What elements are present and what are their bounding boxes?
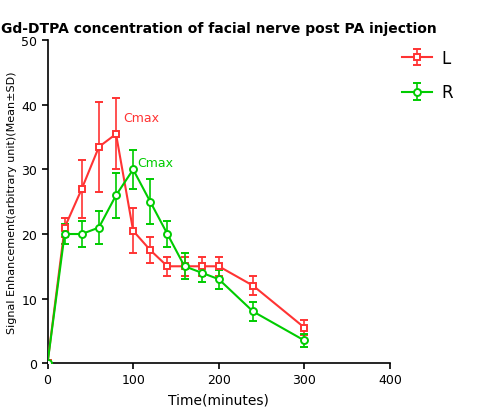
Legend: L, R: L, R bbox=[402, 50, 454, 102]
Text: Cmax: Cmax bbox=[123, 112, 159, 125]
Y-axis label: Signal Enhancement(arbitrary unit)(Mean±SD): Signal Enhancement(arbitrary unit)(Mean±… bbox=[7, 71, 17, 333]
Text: Cmax: Cmax bbox=[138, 157, 173, 170]
Title: Gd-DTPA concentration of facial nerve post PA injection: Gd-DTPA concentration of facial nerve po… bbox=[1, 22, 436, 36]
X-axis label: Time(minutes): Time(minutes) bbox=[168, 392, 269, 406]
